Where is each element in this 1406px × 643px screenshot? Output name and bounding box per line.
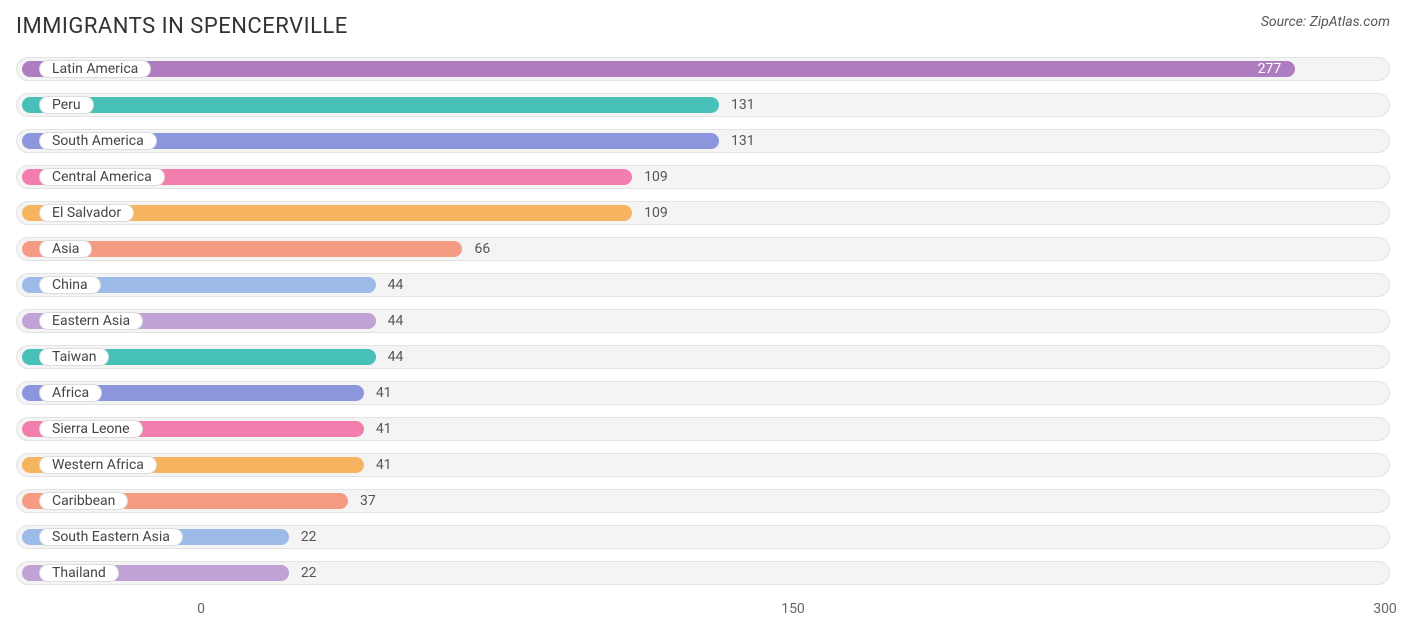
bar-track: El Salvador 109	[16, 201, 1390, 225]
bar-category-pill: Eastern Asia	[39, 312, 143, 330]
bar-category-pill: El Salvador	[39, 204, 134, 222]
bar-category-pill: South Eastern Asia	[39, 528, 183, 546]
bar-category-pill: Asia	[39, 240, 92, 258]
bar-track: Eastern Asia 44	[16, 309, 1390, 333]
chart-area: Latin America 277 Peru 131 South America 131 C…	[16, 57, 1390, 627]
bar-track: Central America 109	[16, 165, 1390, 189]
bar-category-pill: South America	[39, 132, 157, 150]
bar-value-label: 109	[644, 169, 668, 185]
bar-track: Peru 131	[16, 93, 1390, 117]
axis-tick: 150	[781, 601, 805, 617]
bar-track: Taiwan 44	[16, 345, 1390, 369]
bar-fill	[22, 61, 1295, 77]
bar-category-pill: Caribbean	[39, 492, 128, 510]
bar-track: China 44	[16, 273, 1390, 297]
bar-category-pill: Taiwan	[39, 348, 109, 366]
bar-fill	[22, 97, 719, 113]
bar-value-label: 131	[731, 97, 755, 113]
bar-category-pill: Sierra Leone	[39, 420, 143, 438]
bar-value-label: 44	[388, 277, 404, 293]
bar-category-pill: Africa	[39, 384, 102, 402]
bar-value-label: 41	[376, 385, 392, 401]
axis-tick: 300	[1373, 601, 1397, 617]
bar-category-pill: Thailand	[39, 564, 119, 582]
bar-track: Sierra Leone 41	[16, 417, 1390, 441]
bar-track: Asia 66	[16, 237, 1390, 261]
bar-value-label: 41	[376, 457, 392, 473]
x-axis: 0150300	[16, 597, 1390, 627]
bar-value-label: 44	[388, 349, 404, 365]
bar-value-label: 109	[644, 205, 668, 221]
bar-category-pill: Latin America	[39, 60, 151, 78]
bar-track: Latin America 277	[16, 57, 1390, 81]
chart-title: IMMIGRANTS IN SPENCERVILLE	[16, 14, 348, 39]
bar-track: Western Africa 41	[16, 453, 1390, 477]
axis-tick: 0	[197, 601, 205, 617]
bar-category-pill: Western Africa	[39, 456, 157, 474]
bar-value-label: 41	[376, 421, 392, 437]
bar-track: South America 131	[16, 129, 1390, 153]
bar-category-pill: Central America	[39, 168, 165, 186]
chart-source: Source: ZipAtlas.com	[1261, 14, 1390, 30]
bar-track: Africa 41	[16, 381, 1390, 405]
bar-category-pill: China	[39, 276, 101, 294]
bar-track: Thailand 22	[16, 561, 1390, 585]
bar-track: Caribbean 37	[16, 489, 1390, 513]
bar-track: South Eastern Asia 22	[16, 525, 1390, 549]
bar-value-label: 22	[301, 565, 317, 581]
bar-category-pill: Peru	[39, 96, 94, 114]
bar-value-label: 277	[1258, 61, 1282, 77]
bar-value-label: 131	[731, 133, 755, 149]
bar-value-label: 22	[301, 529, 317, 545]
bar-list: Latin America 277 Peru 131 South America 131 C…	[16, 57, 1390, 585]
bar-value-label: 66	[474, 241, 490, 257]
bar-value-label: 44	[388, 313, 404, 329]
bar-value-label: 37	[360, 493, 376, 509]
